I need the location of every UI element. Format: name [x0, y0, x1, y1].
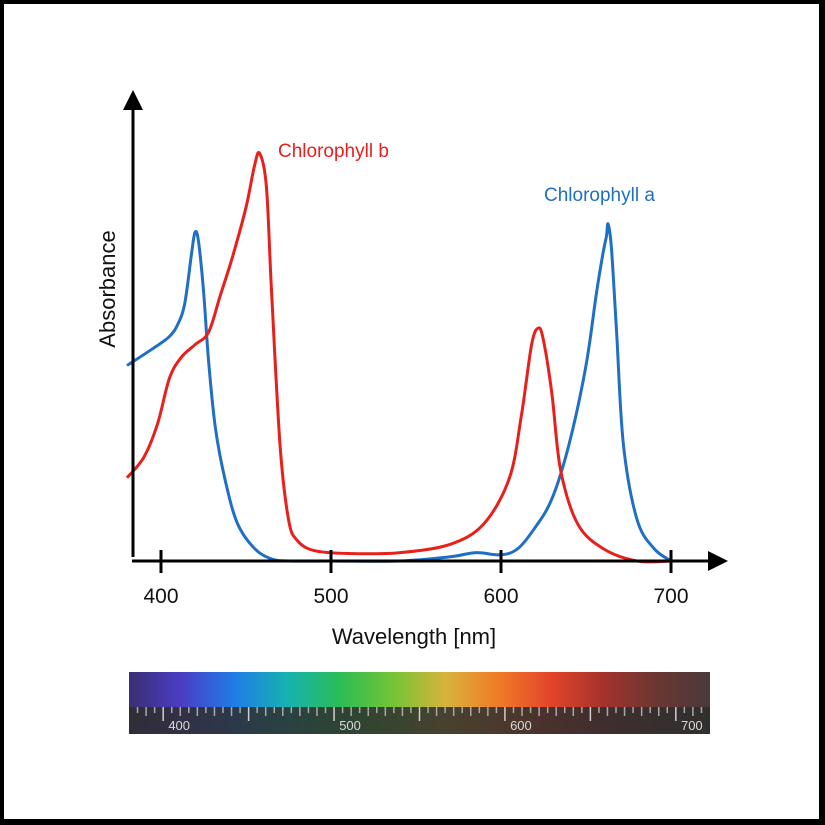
x-tick-label: 500 — [313, 585, 348, 608]
series-label-chlorophyll-b: Chlorophyll b — [278, 141, 389, 162]
spectrum-label: 500 — [339, 718, 361, 733]
x-axis-arrow — [708, 551, 728, 571]
visible-spectrum-bar: 400 500 600 700 — [129, 672, 710, 734]
x-tick-label: 700 — [653, 585, 688, 608]
series-label-chlorophyll-a: Chlorophyll a — [544, 185, 655, 206]
spectrum-ruler — [136, 707, 703, 721]
spectrum-labels: 400 500 600 700 — [168, 718, 702, 733]
x-tick-label: 400 — [143, 585, 178, 608]
x-axis-label: Wavelength [nm] — [332, 624, 496, 649]
plot-series-layer — [125, 150, 672, 564]
spectrum-label: 400 — [168, 718, 190, 733]
series-line-chlorophyll-b — [125, 150, 672, 564]
y-axis-arrow — [123, 90, 143, 110]
spectrum-label: 700 — [681, 718, 703, 733]
absorbance-chart: 400 500 600 700 Wavelength [nm] Absorbance … — [95, 90, 728, 734]
x-tick-layer: 400 500 600 700 — [143, 550, 689, 608]
chart-frame: 400 500 600 700 Wavelength [nm] Absorbance … — [4, 4, 819, 819]
x-tick-label: 600 — [483, 585, 518, 608]
y-axis-label: Absorbance — [95, 230, 120, 347]
series-line-chlorophyll-a — [126, 222, 672, 563]
spectrum-label: 600 — [510, 718, 532, 733]
